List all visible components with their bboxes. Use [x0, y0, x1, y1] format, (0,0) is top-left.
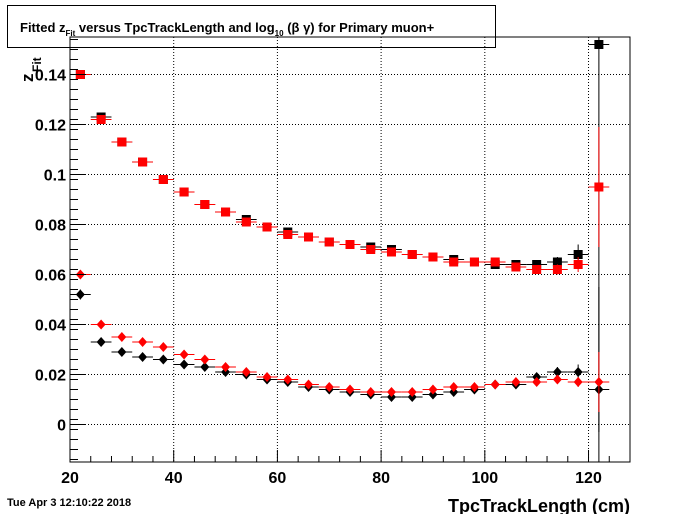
- square-point: [594, 182, 604, 192]
- square-point: [241, 217, 251, 227]
- square-point: [262, 222, 272, 232]
- axes: 20 40 60 80 100 120 0 0.02 0.04 0.06 0.08 0.1 0.12 0.…: [18, 39, 631, 514]
- diamond-point: [158, 354, 168, 365]
- title-subscript-fit: Fit: [65, 29, 76, 38]
- square-point: [96, 115, 106, 124]
- x-tick-label: 80: [372, 470, 390, 487]
- square-point: [407, 250, 417, 259]
- timestamp: Tue Apr 3 12:10:22 2018: [7, 497, 132, 509]
- square-point: [117, 137, 127, 147]
- diamond-point: [138, 337, 148, 347]
- y-axis-title-sub: Fit: [30, 57, 44, 72]
- chart-title-box: Fitted zFit versus TpcTrackLength and lo…: [7, 5, 496, 48]
- square-point: [366, 245, 376, 254]
- y-tick-label: 0: [57, 418, 66, 435]
- series-3: [70, 269, 610, 412]
- diamond-point: [241, 367, 251, 377]
- diamond-point: [283, 374, 293, 385]
- diamond-point: [511, 377, 521, 387]
- diamond-point: [324, 382, 334, 392]
- square-point: [573, 250, 583, 259]
- y-tick-label: 0.1: [44, 168, 66, 185]
- y-tick-label: 0.06: [35, 268, 66, 285]
- diamond-point: [200, 354, 210, 365]
- square-point: [532, 265, 542, 274]
- square-point: [469, 257, 479, 267]
- diamond-point: [532, 377, 542, 387]
- diamond-point: [96, 319, 106, 330]
- diamond-point: [469, 382, 479, 392]
- x-axis-title: TpcTrackLength (cm): [448, 496, 630, 514]
- square-point: [552, 257, 562, 267]
- diamond-point: [304, 379, 314, 390]
- square-point: [158, 175, 168, 184]
- y-tick-label: 0.14: [35, 68, 66, 85]
- square-point: [552, 265, 562, 274]
- series-2: [70, 287, 610, 462]
- diamond-point: [221, 362, 231, 372]
- y-tick-label: 0.12: [35, 118, 66, 135]
- x-tick-label: 40: [165, 470, 183, 487]
- series-1: [70, 70, 610, 275]
- grid-lines: [69, 37, 630, 462]
- diamond-point: [366, 387, 376, 397]
- diamond-point: [552, 374, 562, 385]
- square-point: [511, 262, 521, 272]
- diamond-point: [386, 387, 396, 397]
- title-prefix: Fitted z: [20, 20, 66, 35]
- square-point: [324, 237, 334, 247]
- title-middle: versus TpcTrackLength and log: [75, 20, 275, 35]
- diamond-point: [552, 367, 562, 377]
- title-subscript-10: 10: [274, 29, 284, 38]
- title-suffix: (β γ) for Primary muon+: [283, 20, 435, 35]
- diamond-point: [573, 377, 583, 387]
- square-point: [428, 252, 438, 262]
- diamond-point: [117, 347, 127, 357]
- diamond-point: [179, 359, 189, 370]
- square-point: [283, 230, 293, 239]
- y-axis-title-main: z: [18, 74, 37, 83]
- square-point: [490, 257, 500, 267]
- y-tick-label: 0.04: [35, 318, 66, 335]
- diamond-point: [407, 387, 417, 397]
- square-point: [221, 207, 231, 217]
- plot-frame: [69, 36, 631, 463]
- y-tick-label: 0.08: [35, 218, 66, 235]
- square-point: [200, 200, 210, 209]
- chart-title: Fitted zFit versus TpcTrackLength and lo…: [20, 20, 434, 38]
- y-axis-title: z Fit: [18, 57, 44, 82]
- diamond-point: [138, 352, 148, 362]
- diamond-point: [345, 384, 355, 395]
- x-tick-label: 120: [575, 470, 602, 487]
- square-point: [449, 257, 459, 267]
- y-tick-label: 0.02: [35, 368, 66, 385]
- x-tick-label: 20: [61, 470, 79, 487]
- diamond-point: [449, 382, 459, 392]
- diamond-point: [200, 362, 210, 372]
- square-point: [345, 240, 355, 249]
- square-point: [138, 157, 148, 167]
- diamond-point: [96, 337, 106, 347]
- diamond-point: [117, 332, 127, 342]
- square-point: [304, 232, 314, 242]
- square-point: [594, 40, 604, 49]
- diamond-point: [573, 367, 583, 377]
- diamond-point: [158, 342, 168, 352]
- x-tick-label: 60: [269, 470, 287, 487]
- diamond-point: [262, 372, 272, 382]
- diamond-point: [179, 349, 189, 360]
- square-point: [532, 260, 542, 269]
- diamond-point: [75, 289, 85, 300]
- diamond-point: [594, 377, 604, 387]
- square-point: [386, 247, 396, 257]
- diamond-point: [490, 379, 500, 390]
- series-layer: [70, 37, 610, 462]
- square-point: [179, 187, 189, 197]
- series-0: [70, 37, 610, 432]
- x-tick-label: 100: [471, 470, 498, 487]
- square-point: [573, 260, 583, 269]
- diamond-point: [428, 384, 438, 395]
